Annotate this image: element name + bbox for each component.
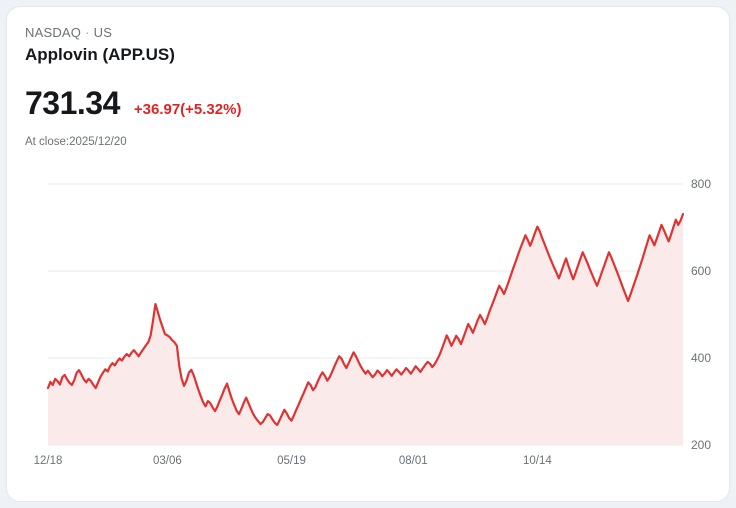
x-axis-labels: 12/18 03/06 05/19 08/01 10/14 [7, 455, 729, 479]
region-label: US [93, 25, 113, 40]
y-axis-tick: 400 [691, 351, 712, 365]
price-line [46, 212, 685, 427]
price-row: 731.34 +36.97(+5.32%) [25, 85, 625, 121]
x-axis-tick: 03/06 [152, 455, 182, 467]
y-axis-tick: 800 [691, 177, 712, 191]
price-change: +36.97(+5.32%) [133, 101, 242, 118]
price-area-fill [48, 214, 683, 445]
y-axis-tick: 600 [691, 264, 712, 278]
y-axis-tick: 200 [691, 438, 712, 452]
exchange-separator: · [85, 25, 90, 40]
x-axis-tick: 05/19 [277, 455, 306, 467]
quote-header: NASDAQ · US Applovin (APP.US) 731.34 +36.9… [25, 25, 625, 149]
page-title: Applovin (APP.US) [25, 45, 175, 64]
y-axis-labels: 800 600 400 200 [691, 167, 729, 457]
x-axis-tick: 10/14 [522, 455, 552, 467]
x-axis-tick: 12/18 [33, 455, 63, 467]
x-axis-tick: 08/01 [398, 455, 428, 467]
price-chart[interactable]: 800 600 400 200 12/18 03/06 05/19 08/01 10/14 [7, 167, 730, 479]
at-close-label: At close:2025/12/20 [25, 136, 127, 148]
current-price: 731.34 [25, 85, 120, 121]
exchange-line: NASDAQ · US [25, 25, 625, 41]
price-chart-svg[interactable] [7, 167, 730, 457]
quote-card: NASDAQ · US Applovin (APP.US) 731.34 +36.9… [6, 6, 730, 502]
exchange-name: NASDAQ [25, 25, 82, 40]
